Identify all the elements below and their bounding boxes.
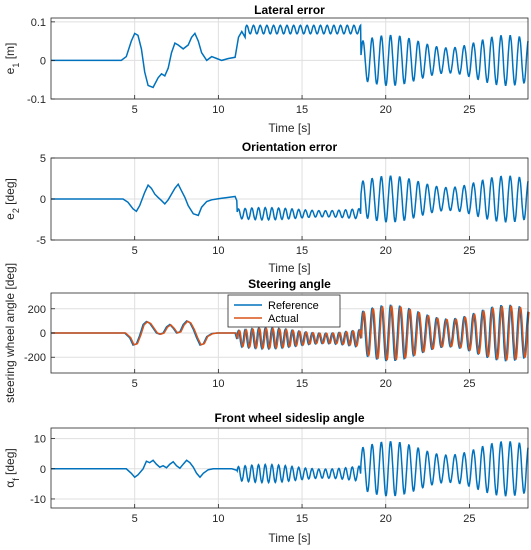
x-tick-label: 25 [463, 513, 475, 525]
x-tick-label: 5 [132, 245, 138, 257]
chart-title: Orientation error [242, 140, 338, 154]
y-axis-label: αf [deg] [3, 448, 21, 487]
x-tick-label: 20 [380, 245, 392, 257]
chart-title: Lateral error [254, 3, 325, 17]
x-tick-label: 10 [212, 104, 224, 116]
y-tick-label: 0.1 [31, 17, 46, 29]
x-tick-label: 10 [212, 513, 224, 525]
x-tick-label: 20 [380, 378, 392, 390]
legend-entry: Actual [268, 313, 299, 325]
x-axis-label: Time [s] [268, 261, 310, 275]
y-tick-label: 0 [40, 55, 46, 67]
chart-title: Front wheel sideslip angle [214, 411, 364, 425]
x-tick-label: 15 [296, 378, 308, 390]
subplot-1: 5 10 15 20 25 -0.1 0 0.1 Lateral error Time [s] e1… [3, 3, 529, 135]
x-tick-label: 15 [296, 245, 308, 257]
series-reference-line [51, 304, 529, 362]
x-tick-label: 20 [380, 513, 392, 525]
y-tick-label: 10 [34, 434, 46, 446]
x-tick-label: 5 [132, 378, 138, 390]
subplot-3: 5 10 15 20 25 -200 0 200 Steering angle steering … [3, 263, 530, 403]
y-tick-label: -5 [36, 235, 46, 247]
subplot-2: 5 10 15 20 25 -5 0 5 Orientation error Time [s] e2… [3, 140, 529, 275]
axes-box [50, 427, 529, 509]
y-tick-label: -0.1 [27, 94, 46, 106]
series-line [51, 175, 529, 223]
subplot-4: 5 10 15 20 25 -10 0 10 Front wheel sideslip angl… [3, 411, 529, 545]
y-axis-label: e1 [m] [3, 43, 21, 75]
x-axis-label: Time [s] [268, 531, 310, 545]
x-tick-label: 10 [212, 245, 224, 257]
x-axis-label: Time [s] [268, 121, 310, 135]
plot-area [51, 428, 528, 508]
x-tick-label: 10 [212, 378, 224, 390]
y-axis-label: steering wheel angle [deg] [3, 263, 17, 403]
x-tick-label: 25 [463, 378, 475, 390]
x-tick-label: 15 [296, 104, 308, 116]
y-axis-label: e2 [deg] [3, 178, 21, 220]
series-actual-line [52, 305, 530, 361]
series-line [51, 23, 529, 89]
legend-entry: Reference [268, 300, 319, 312]
y-tick-label: -10 [30, 494, 46, 506]
axes-box [50, 17, 529, 100]
y-tick-label: 200 [28, 304, 46, 316]
x-tick-label: 5 [132, 513, 138, 525]
x-tick-label: 15 [296, 513, 308, 525]
x-tick-label: 25 [463, 245, 475, 257]
y-tick-label: 0 [40, 464, 46, 476]
y-tick-label: 5 [40, 153, 46, 165]
series-line [51, 441, 529, 497]
y-tick-label: 0 [40, 328, 46, 340]
chart-title: Steering angle [248, 277, 331, 291]
legend-box [227, 294, 341, 328]
y-tick-label: 0 [40, 194, 46, 206]
x-tick-label: 5 [132, 104, 138, 116]
x-tick-label: 25 [463, 104, 475, 116]
y-tick-label: -200 [24, 352, 46, 364]
x-tick-label: 20 [380, 104, 392, 116]
